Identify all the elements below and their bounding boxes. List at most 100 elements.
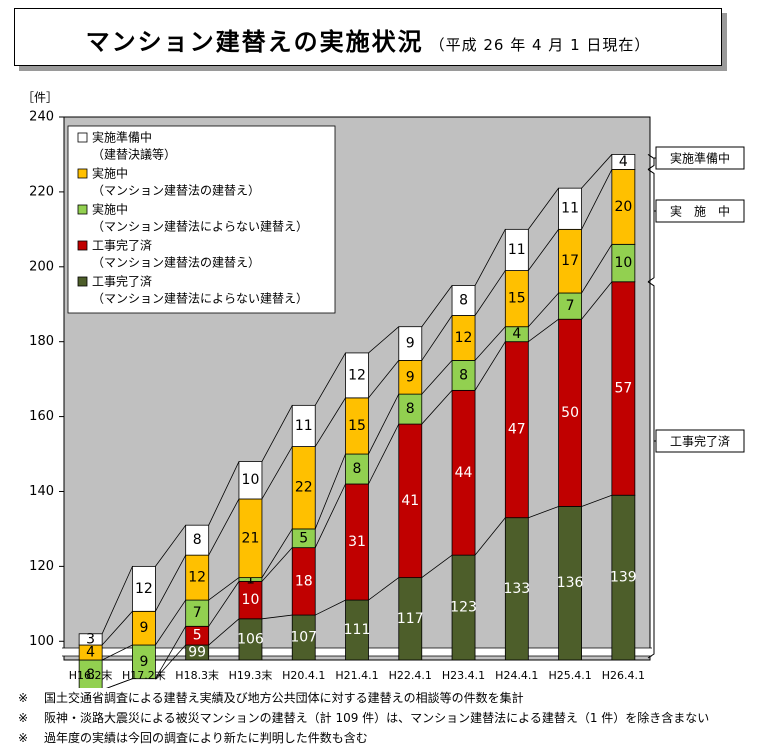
y-tick-label: 140 <box>29 484 54 499</box>
series-connector <box>474 517 506 556</box>
bracket-label: 工事完了済 <box>670 434 730 449</box>
legend-label: （建替決議等） <box>92 148 176 162</box>
series-connector <box>421 285 453 327</box>
data-label: 21 <box>242 530 260 546</box>
data-label: 11 <box>561 201 579 217</box>
note-text: 国土交通省調査による建替え実績及び地方公共団体に対する建替えの相談等の件数を集計 <box>44 691 524 705</box>
bar-segment <box>185 524 210 556</box>
x-tick-label: H18.3末 <box>175 668 219 682</box>
y-tick-label: 120 <box>29 559 54 574</box>
data-label: 9 <box>406 336 415 352</box>
x-tick-label: H26.4.1 <box>602 669 645 682</box>
series-connector <box>261 528 293 578</box>
data-label: 18 <box>295 573 313 589</box>
title-date: （平成 26 年 4 月 1 日現在） <box>429 36 651 54</box>
series-connector <box>421 390 453 425</box>
footnotes: ※ 国土交通省調査による建替え実績及び地方公共団体に対する建替えの相談等の件数を集… <box>18 688 709 748</box>
series-connector <box>581 169 613 230</box>
note-mark: ※ <box>18 731 29 745</box>
series-connector <box>106 678 133 688</box>
x-tick-label: H20.4.1 <box>282 669 325 682</box>
series-connector <box>474 326 506 361</box>
data-label: 31 <box>348 534 366 550</box>
data-label: 8 <box>406 401 415 417</box>
data-label: 7 <box>193 605 202 621</box>
y-tick-label: 220 <box>29 184 54 199</box>
legend-swatch <box>77 204 88 215</box>
legend-label: 実施準備中 <box>92 130 152 145</box>
legend-label: （マンション建替法によらない建替え） <box>92 292 308 306</box>
footnote: ※ 阪神・淡路大震災による被災マンションの建替え（計 109 件）は、マンション建… <box>18 708 709 728</box>
bar-segment <box>78 633 103 646</box>
data-label: 123 <box>450 600 477 616</box>
series-connector <box>421 554 453 578</box>
data-label: 12 <box>455 330 473 346</box>
series-connector <box>314 453 346 530</box>
series-connector <box>527 187 559 230</box>
chart-title: マンション建替えの実施状況 （平成 26 年 4 月 1 日現在） <box>15 22 721 57</box>
data-label: 47 <box>508 422 526 438</box>
data-label: 8 <box>459 292 468 308</box>
x-tick-label: H17.2末 <box>122 668 166 682</box>
bracket-preparing <box>647 154 655 170</box>
series-connector <box>101 566 133 634</box>
series-connector <box>314 483 346 548</box>
data-label: 8 <box>353 461 362 477</box>
data-label: 12 <box>135 581 153 597</box>
data-label: 4 <box>619 154 628 170</box>
x-tick-label: H19.3末 <box>229 668 273 682</box>
data-label: 10 <box>614 255 632 271</box>
x-tick-label: H21.4.1 <box>335 669 378 682</box>
bracket-completed <box>647 281 655 659</box>
data-label: 106 <box>237 631 264 647</box>
bar-segment <box>504 228 529 271</box>
data-label: 8 <box>86 667 95 683</box>
title-main: マンション建替えの実施状況 <box>85 28 424 56</box>
data-label: 117 <box>397 611 424 627</box>
bar-segment <box>451 285 476 316</box>
series-connector <box>528 292 559 327</box>
series-connector <box>315 599 346 616</box>
bracket-label: 実施準備中 <box>670 151 730 166</box>
series-connector <box>155 524 187 567</box>
bar-segment <box>238 461 263 500</box>
series-connector <box>368 393 400 455</box>
series-connector <box>261 614 293 620</box>
note-mark: ※ <box>18 691 29 705</box>
x-tick-label: H24.4.1 <box>495 669 538 682</box>
series-connector <box>208 498 240 556</box>
bracket-label-box <box>655 429 745 453</box>
data-label: 50 <box>561 405 579 421</box>
data-label: 9 <box>139 620 148 636</box>
series-connector <box>527 229 559 271</box>
y-tick-label: 240 <box>29 110 54 125</box>
note-text: 過年度の実績は今回の調査により新たに判明した件数も含む <box>44 731 368 745</box>
series-connector <box>528 318 559 343</box>
data-label: 111 <box>344 622 371 638</box>
series-connector <box>474 270 506 316</box>
note-mark: ※ <box>18 711 29 725</box>
title-box: マンション建替えの実施状況 （平成 26 年 4 月 1 日現在） <box>14 8 722 66</box>
series-connector <box>261 446 293 500</box>
x-tick-label: H25.4.1 <box>548 669 591 682</box>
series-connector <box>368 423 400 485</box>
data-label: 4 <box>512 326 521 342</box>
legend-label: （マンション建替法の建替え） <box>92 184 260 198</box>
bar-segment <box>398 326 423 361</box>
series-connector <box>314 352 346 406</box>
data-label: 8 <box>193 532 202 548</box>
data-label: 12 <box>188 570 206 586</box>
series-connector <box>368 360 400 399</box>
data-label: 133 <box>503 581 530 597</box>
y-tick-label: 160 <box>29 409 54 424</box>
footnote: ※ 国土交通省調査による建替え実績及び地方公共団体に対する建替えの相談等の件数を集… <box>18 688 709 708</box>
series-connector <box>368 577 400 601</box>
series-connector <box>155 599 187 646</box>
y-tick-label: 100 <box>29 634 54 649</box>
legend-box <box>67 125 336 314</box>
data-label: 9 <box>139 654 148 670</box>
data-label: 15 <box>508 291 526 307</box>
series-connector <box>101 611 133 646</box>
data-label: 136 <box>557 575 584 591</box>
data-label: 9 <box>406 369 415 385</box>
